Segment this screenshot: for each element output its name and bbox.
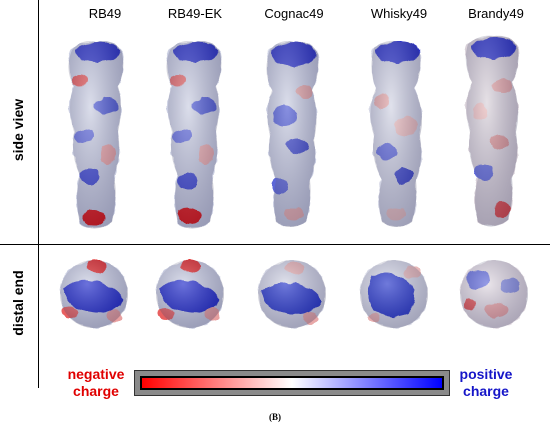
column-label-whisky49: Whisky49 (370, 6, 428, 21)
column-label-brandy49: Brandy49 (468, 6, 524, 21)
side-view-brandy49 (465, 35, 519, 227)
horizontal-divider (0, 244, 550, 245)
legend-negative-charge: negative charge (67, 366, 125, 399)
column-label-rb49: RB49 (88, 6, 122, 21)
distal-end-cognac49 (258, 260, 326, 328)
distal-end-whisky49 (360, 260, 428, 328)
distal-end-rb49 (60, 259, 128, 328)
legend-positive-charge: positive charge (459, 366, 513, 399)
row-label-side-view: side view (10, 98, 26, 162)
vertical-divider (38, 0, 39, 388)
column-label-rb49-ek: RB49-EK (167, 6, 223, 21)
charge-colorbar (134, 370, 450, 396)
side-view-whisky49 (370, 40, 422, 227)
distal-end-rb49-ek (156, 259, 224, 328)
side-view-rb49 (68, 41, 124, 229)
figure-caption: (B) (269, 412, 281, 422)
side-view-cognac49 (266, 41, 319, 227)
column-label-cognac49: Cognac49 (264, 6, 324, 21)
side-view-rb49-ek (166, 41, 222, 229)
distal-end-brandy49 (460, 260, 528, 328)
row-label-distal-end: distal end (10, 270, 26, 336)
charge-gradient (142, 378, 442, 388)
